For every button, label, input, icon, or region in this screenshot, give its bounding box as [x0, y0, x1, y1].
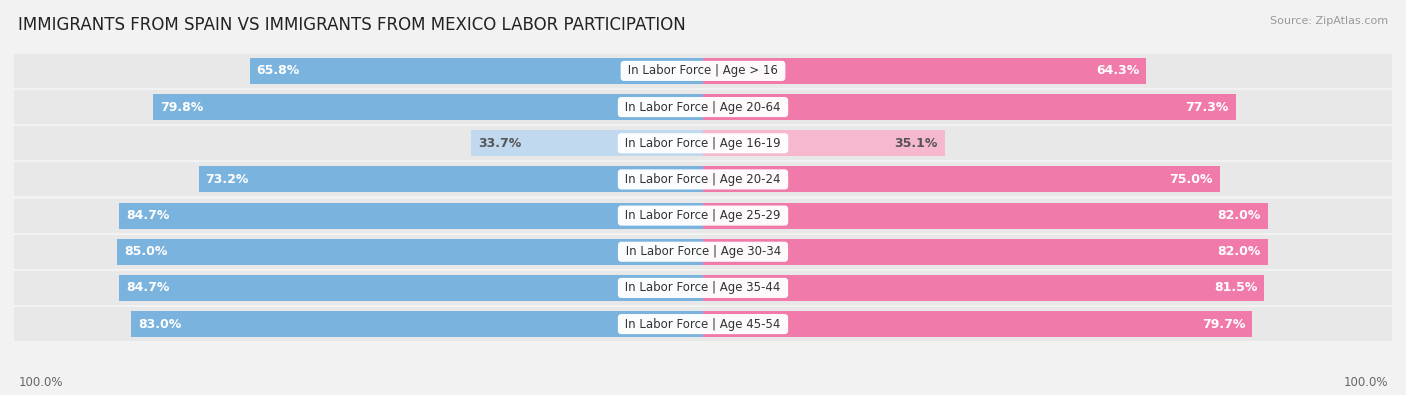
Text: In Labor Force | Age 45-54: In Labor Force | Age 45-54: [621, 318, 785, 331]
Text: In Labor Force | Age 20-64: In Labor Force | Age 20-64: [621, 101, 785, 114]
Bar: [703, 130, 945, 156]
Text: 82.0%: 82.0%: [1218, 245, 1261, 258]
Bar: [703, 166, 1219, 192]
Text: 84.7%: 84.7%: [127, 281, 170, 294]
Bar: [703, 58, 1146, 84]
Bar: [14, 307, 1392, 341]
Text: 64.3%: 64.3%: [1095, 64, 1139, 77]
Text: IMMIGRANTS FROM SPAIN VS IMMIGRANTS FROM MEXICO LABOR PARTICIPATION: IMMIGRANTS FROM SPAIN VS IMMIGRANTS FROM…: [18, 16, 686, 34]
Bar: [14, 126, 1392, 160]
Bar: [703, 311, 1253, 337]
Text: 79.7%: 79.7%: [1202, 318, 1246, 331]
Text: 79.8%: 79.8%: [160, 101, 204, 114]
Text: 77.3%: 77.3%: [1185, 101, 1229, 114]
Text: Source: ZipAtlas.com: Source: ZipAtlas.com: [1270, 16, 1388, 26]
Bar: [198, 166, 703, 192]
Bar: [14, 162, 1392, 196]
Text: In Labor Force | Age 16-19: In Labor Force | Age 16-19: [621, 137, 785, 150]
Text: 83.0%: 83.0%: [138, 318, 181, 331]
Bar: [118, 239, 703, 265]
Text: 73.2%: 73.2%: [205, 173, 249, 186]
Text: 81.5%: 81.5%: [1215, 281, 1257, 294]
Text: 100.0%: 100.0%: [18, 376, 63, 389]
Bar: [14, 271, 1392, 305]
Text: In Labor Force | Age 35-44: In Labor Force | Age 35-44: [621, 281, 785, 294]
Bar: [153, 94, 703, 120]
Bar: [703, 239, 1268, 265]
Bar: [14, 235, 1392, 269]
Text: 84.7%: 84.7%: [127, 209, 170, 222]
Bar: [14, 90, 1392, 124]
Text: 65.8%: 65.8%: [256, 64, 299, 77]
Text: 75.0%: 75.0%: [1170, 173, 1213, 186]
Bar: [120, 203, 703, 229]
Text: In Labor Force | Age 30-34: In Labor Force | Age 30-34: [621, 245, 785, 258]
Bar: [14, 54, 1392, 88]
Bar: [703, 94, 1236, 120]
Bar: [14, 199, 1392, 233]
Text: 85.0%: 85.0%: [124, 245, 167, 258]
Text: 82.0%: 82.0%: [1218, 209, 1261, 222]
Bar: [703, 275, 1264, 301]
Bar: [471, 130, 703, 156]
Bar: [131, 311, 703, 337]
Text: 100.0%: 100.0%: [1343, 376, 1388, 389]
Text: 33.7%: 33.7%: [478, 137, 522, 150]
Text: In Labor Force | Age 20-24: In Labor Force | Age 20-24: [621, 173, 785, 186]
Bar: [703, 203, 1268, 229]
Bar: [250, 58, 703, 84]
Text: In Labor Force | Age 25-29: In Labor Force | Age 25-29: [621, 209, 785, 222]
Bar: [120, 275, 703, 301]
Text: In Labor Force | Age > 16: In Labor Force | Age > 16: [624, 64, 782, 77]
Text: 35.1%: 35.1%: [894, 137, 938, 150]
